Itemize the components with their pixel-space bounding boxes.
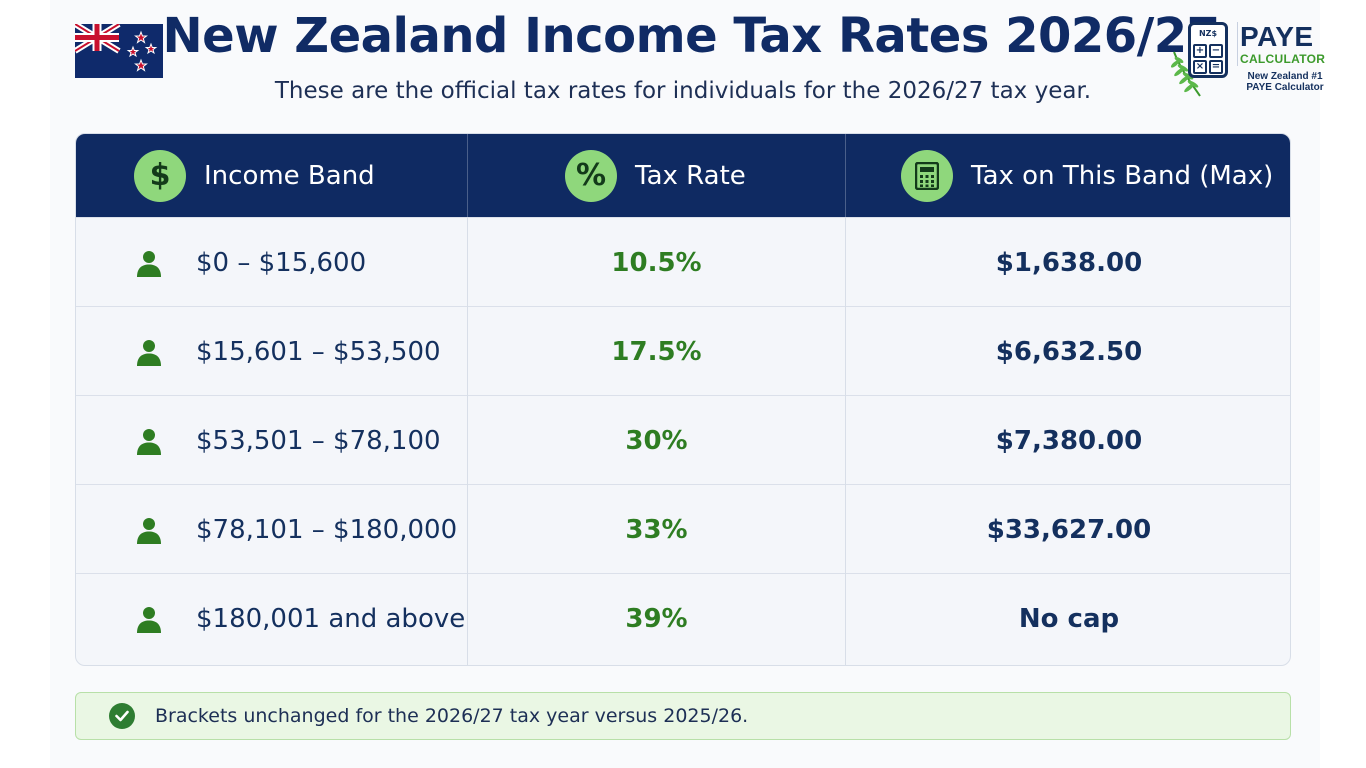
income-band-cell: $78,101 – $180,000 [136,485,457,574]
table-header: $ Income Band % Tax Rate Tax on This Ban… [76,134,1290,217]
logo-brand-sub: CALCULATOR [1240,52,1326,66]
table-row: $78,101 – $180,000 33% $33,627.00 [76,484,1290,573]
column-header-income-band: $ Income Band [134,134,375,217]
fern-icon [1170,51,1201,97]
column-divider [845,217,846,665]
logo-brand: PAYE [1240,21,1314,52]
logo-tagline-1: New Zealand #1 [1247,71,1323,82]
income-band-value: $15,601 – $53,500 [196,336,441,367]
table-row: $15,601 – $53,500 17.5% $6,632.50 [76,306,1290,395]
person-icon [137,428,161,455]
page-title: New Zealand Income Tax Rates 2026/27 [162,8,1220,64]
calculator-icon [901,149,953,202]
table-row: $0 – $15,600 10.5% $1,638.00 [76,217,1290,306]
column-label: Tax Rate [635,160,746,191]
income-band-cell: $15,601 – $53,500 [136,307,441,396]
income-band-value: $180,001 and above [196,603,466,634]
paye-calculator-logo[interactable]: NZ$ + − × = PAYE CALCULATOR New Zealand … [1170,18,1335,98]
tax-rate-cell: 30% [625,425,688,456]
tax-rate-cell: 10.5% [611,247,702,278]
person-icon [137,339,161,366]
times-key: × [1193,60,1207,74]
income-band-cell: $180,001 and above [136,574,465,663]
dollar-icon: $ [134,149,186,202]
tax-rate-cell: 33% [625,514,688,545]
tax-rates-table: $ Income Band % Tax Rate Tax on This Ban… [75,133,1291,666]
logo-divider [1237,22,1238,66]
logo-tagline-2: PAYE Calculator [1246,82,1324,93]
tax-max-cell: No cap [1018,603,1120,634]
income-band-value: $0 – $15,600 [196,247,367,278]
person-icon [137,606,161,633]
calculator-screen: NZ$ [1198,29,1218,38]
column-divider [467,217,468,665]
tax-max-cell: $6,632.50 [995,336,1143,367]
income-band-cell: $53,501 – $78,100 [136,396,441,485]
column-divider [845,134,846,217]
column-label: Tax on This Band (Max) [971,160,1274,191]
column-header-tax-max: Tax on This Band (Max) [901,134,1273,217]
income-band-value: $53,501 – $78,100 [196,425,441,456]
table-row: $180,001 and above 39% No cap [76,573,1290,662]
table-row: $53,501 – $78,100 30% $7,380.00 [76,395,1290,484]
person-icon [137,250,161,277]
calculator-logo-icon: NZ$ + − × = [1188,22,1228,78]
income-band-value: $78,101 – $180,000 [196,514,458,545]
minus-key: − [1209,44,1223,58]
column-divider [467,134,468,217]
page-subtitle: These are the official tax rates for ind… [274,78,1092,104]
column-label: Income Band [204,160,375,191]
percent-icon: % [565,149,617,202]
tax-rate-cell: 39% [625,603,688,634]
check-circle-icon [109,703,135,729]
tax-max-cell: $33,627.00 [986,514,1152,545]
tax-max-cell: $7,380.00 [995,425,1143,456]
tax-rate-cell: 17.5% [611,336,702,367]
info-note: Brackets unchanged for the 2026/27 tax y… [75,692,1291,740]
nz-flag-icon [75,24,163,78]
column-header-tax-rate: % Tax Rate [565,134,746,217]
note-text: Brackets unchanged for the 2026/27 tax y… [155,705,749,727]
equals-key: = [1209,60,1223,74]
income-band-cell: $0 – $15,600 [136,218,366,307]
tax-max-cell: $1,638.00 [995,247,1143,278]
person-icon [137,517,161,544]
plus-key: + [1193,44,1207,58]
